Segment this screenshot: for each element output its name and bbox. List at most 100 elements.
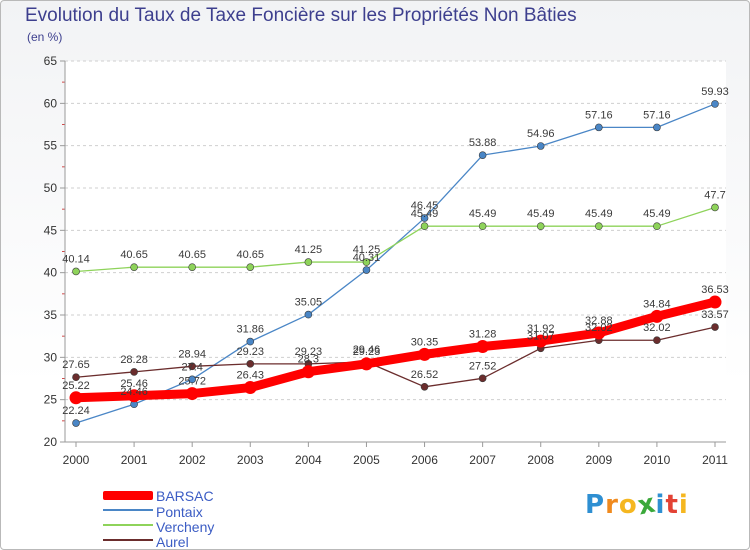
y-tick-label: 25 [44, 393, 58, 407]
logo-letter: o [618, 490, 638, 520]
data-point-barsac [301, 365, 315, 379]
x-tick-label: 2003 [237, 453, 264, 467]
data-point-barsac [127, 389, 141, 403]
x-tick-label: 2004 [295, 453, 322, 467]
y-tick-label: 55 [44, 139, 58, 153]
data-label-vercheny: 45.49 [411, 208, 439, 220]
data-point-aurel [72, 373, 80, 382]
data-point-vercheny [478, 222, 487, 230]
data-point-aurel [130, 368, 138, 376]
data-label-aurel: 29.46 [353, 344, 381, 356]
x-tick-label: 2008 [527, 453, 554, 467]
legend-swatch-aurel [103, 539, 153, 541]
data-point-barsac [650, 309, 664, 323]
data-label-vercheny: 47.7 [704, 189, 725, 201]
data-point-vercheny [72, 267, 80, 276]
chart-title: Evolution du Taux de Taxe Foncière sur l… [25, 5, 577, 26]
data-label-vercheny: 45.49 [643, 208, 671, 220]
data-label-vercheny: 40.65 [120, 249, 148, 261]
data-point-vercheny [536, 222, 545, 230]
x-tick-label: 2006 [411, 453, 438, 467]
x-tick-label: 2005 [353, 453, 380, 467]
data-point-barsac [534, 334, 548, 348]
y-tick-label: 60 [44, 96, 58, 110]
data-label-vercheny: 41.25 [295, 244, 323, 256]
data-label-pontaix: 57.16 [585, 109, 613, 121]
data-point-barsac [476, 339, 490, 353]
logo-letter: t [665, 490, 679, 520]
data-point-vercheny [653, 222, 661, 230]
data-point-vercheny [246, 263, 255, 271]
data-point-pontaix [72, 419, 80, 427]
data-label-barsac: 30.35 [411, 336, 439, 348]
data-label-aurel: 26.52 [411, 369, 439, 381]
data-label-vercheny: 40.65 [178, 249, 206, 261]
legend-label-barsac: BARSAC [156, 488, 214, 504]
data-label-pontaix: 54.96 [527, 128, 555, 140]
data-point-aurel [246, 360, 255, 368]
data-point-aurel [478, 374, 487, 383]
data-label-aurel: 29.23 [295, 346, 323, 358]
legend-swatch-barsac [103, 491, 153, 500]
data-label-vercheny: 40.14 [62, 253, 90, 265]
data-label-aurel: 27.52 [469, 360, 497, 372]
data-label-pontaix: 22.24 [62, 405, 90, 417]
y-tick-label: 40 [44, 266, 58, 280]
data-point-pontaix [188, 375, 196, 384]
data-label-aurel: 29.23 [237, 346, 265, 358]
x-tick-label: 2000 [63, 453, 90, 467]
series-line-barsac [71, 297, 720, 403]
data-point-pontaix [653, 123, 661, 132]
x-tick-label: 2011 [702, 453, 728, 467]
y-tick-label: 50 [44, 181, 58, 195]
data-point-barsac [243, 381, 257, 395]
data-label-barsac: 25.72 [178, 376, 206, 388]
y-tick-label: 65 [44, 54, 58, 68]
x-tick-label: 2001 [121, 453, 148, 467]
logo-letter: P [585, 490, 606, 520]
y-tick-label: 35 [44, 308, 58, 322]
logo-letter: i [678, 490, 689, 520]
x-tick-label: 2010 [644, 453, 671, 467]
data-label-pontaix: 24.46 [120, 386, 148, 398]
y-tick-label: 30 [44, 350, 58, 364]
legend-swatch-pontaix [103, 509, 153, 511]
legend-label-aurel: Aurel [156, 534, 189, 550]
data-label-barsac: 34.84 [643, 298, 671, 310]
data-point-pontaix [304, 310, 313, 319]
data-label-aurel: 32.02 [585, 322, 613, 334]
data-label-vercheny: 41.25 [353, 244, 381, 256]
data-point-vercheny [130, 263, 138, 271]
data-label-barsac: 29.23 [353, 346, 381, 358]
x-tick-label: 2007 [469, 453, 496, 467]
data-label-vercheny: 40.65 [237, 249, 265, 261]
data-label-aurel: 31.07 [527, 330, 555, 342]
data-label-pontaix: 53.88 [469, 137, 497, 149]
x-tick-label: 2009 [585, 453, 612, 467]
data-label-vercheny: 45.49 [585, 208, 613, 220]
data-point-pontaix [595, 123, 603, 132]
data-point-vercheny [595, 222, 603, 230]
logo-letter: r [605, 490, 619, 520]
data-point-vercheny [362, 258, 371, 266]
data-point-aurel [420, 382, 429, 391]
data-label-barsac: 25.46 [120, 378, 148, 390]
plot-area [65, 61, 726, 442]
data-label-barsac: 31.28 [469, 328, 497, 340]
data-label-pontaix: 57.16 [643, 109, 671, 121]
data-point-pontaix [420, 214, 429, 222]
series-line-aurel [75, 326, 716, 388]
legend-swatch-vercheny [103, 524, 153, 526]
data-label-pontaix: 59.93 [701, 86, 729, 98]
data-label-barsac: 32.88 [585, 315, 613, 327]
data-point-aurel [711, 323, 719, 331]
data-point-aurel [188, 362, 196, 371]
data-point-pontaix [478, 151, 487, 159]
data-label-barsac: 31.92 [527, 323, 555, 335]
series-line-vercheny [75, 206, 716, 273]
data-label-pontaix: 40.31 [353, 252, 381, 264]
data-point-barsac [592, 326, 606, 340]
data-point-vercheny [711, 203, 719, 212]
data-point-aurel [653, 336, 661, 345]
data-label-aurel: 33.57 [701, 309, 729, 321]
